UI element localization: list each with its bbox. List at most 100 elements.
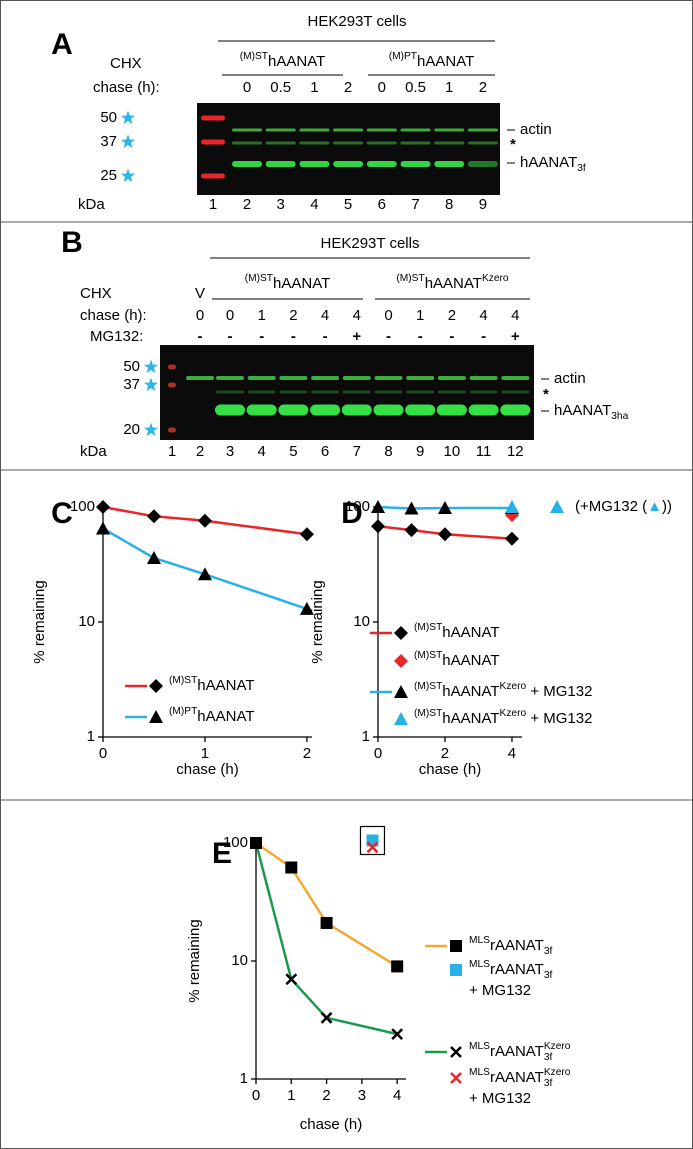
text-part: (+MG132 (: [575, 498, 647, 515]
legend-marker: [450, 1046, 462, 1058]
x-tick-label: 1: [287, 1087, 295, 1104]
band: [406, 390, 435, 394]
lane-label: 5: [289, 443, 297, 460]
panel-letter: A: [51, 28, 73, 61]
treatment-label: -: [386, 328, 391, 345]
band: [333, 128, 364, 132]
band: [434, 141, 465, 145]
annotation-icon: [550, 500, 564, 513]
band: [216, 390, 244, 394]
vector-label: V: [195, 285, 205, 302]
group-label: (M)SThAANATKzero: [396, 273, 508, 292]
band: [342, 376, 371, 380]
text-part: )): [662, 498, 672, 515]
legend-label: MLSrAANATKzero 3f + MG132: [469, 1067, 571, 1107]
text-part: hAANAT: [268, 53, 325, 70]
text-part: hAANAT: [442, 652, 499, 669]
text-part: (M)ST: [240, 51, 268, 62]
chase-label: 0: [243, 79, 251, 96]
band: [201, 115, 225, 121]
band: [373, 404, 404, 416]
point: [504, 500, 519, 513]
text-part: hAANAT: [442, 683, 499, 700]
band: [265, 161, 296, 167]
band: [168, 427, 176, 433]
y-tick-label: 1: [87, 728, 95, 745]
treatment-label: -: [418, 328, 423, 345]
band-label: actin: [554, 370, 586, 387]
x-axis-label: chase (h): [419, 761, 482, 778]
y-axis-label: % remaining: [186, 919, 203, 1002]
text-part: Kzero: [500, 708, 527, 719]
header: HEK293T cells: [321, 235, 420, 252]
lane-label: 2: [243, 196, 251, 213]
x-axis-label: chase (h): [300, 1116, 363, 1133]
band-label: *: [543, 386, 549, 403]
band: [246, 404, 277, 416]
text-part: rAANAT: [490, 1069, 544, 1086]
legend-marker: [149, 679, 163, 693]
band: [366, 141, 397, 145]
series-line: [102, 505, 308, 536]
header: HEK293T cells: [308, 13, 407, 30]
point: [299, 601, 314, 615]
lane-label: 9: [416, 443, 424, 460]
point: [285, 973, 298, 986]
point: [404, 501, 419, 515]
point: [371, 500, 385, 513]
y-axis-label: % remaining: [309, 580, 326, 663]
text-part: (M)ST: [414, 650, 442, 661]
blot: [197, 103, 500, 195]
x-tick-label: 2: [322, 1087, 330, 1104]
band: [366, 161, 397, 167]
band: [406, 376, 435, 380]
treatment-label: -: [291, 328, 296, 345]
x-tick-label: 4: [508, 745, 516, 762]
band: [299, 161, 330, 167]
text-part: hAANAT: [442, 624, 499, 641]
band: [467, 161, 498, 167]
highlight-box: [359, 825, 386, 856]
y-tick-label: 100: [223, 834, 248, 851]
marker-label: 50: [123, 358, 140, 375]
lane-label: 7: [353, 443, 361, 460]
marker-label: 25: [100, 167, 117, 184]
band: [500, 404, 531, 416]
band: [232, 141, 262, 145]
text-part: 3f: [544, 1078, 553, 1089]
x-tick-label: 2: [441, 745, 449, 762]
band: [434, 128, 465, 132]
point: [299, 527, 314, 542]
group-label: (M)SThAANAT: [240, 51, 326, 70]
text-part: MLS: [469, 959, 490, 970]
treatment-label: +: [352, 328, 361, 345]
band: [469, 376, 498, 380]
marker-star: [143, 377, 159, 392]
chase-label: 2: [479, 79, 487, 96]
band: [400, 128, 431, 132]
marker-star: [120, 134, 136, 149]
legend-label: (M)SThAANATKzero + MG132: [414, 681, 592, 700]
legend-marker: [450, 940, 462, 952]
lane-label: 6: [378, 196, 386, 213]
band: [374, 376, 403, 380]
point: [371, 519, 385, 534]
y-tick-label: 1: [240, 1070, 248, 1087]
lane-label: 3: [226, 443, 234, 460]
band: [400, 141, 431, 145]
text-part: rAANAT: [490, 961, 544, 978]
band: [186, 376, 214, 380]
band: [405, 404, 436, 416]
point: [197, 513, 212, 528]
point: [146, 509, 161, 524]
row-label: MG132:: [90, 328, 143, 345]
band: [333, 141, 364, 145]
text-part: Kzero: [500, 681, 527, 692]
chase-label: 4: [321, 307, 329, 324]
treatment-label: -: [198, 328, 203, 345]
band: [437, 376, 466, 380]
text-part: Kzero: [544, 1041, 571, 1052]
group-label: (M)SThAANAT: [245, 273, 331, 292]
row-label: chase (h):: [80, 307, 147, 324]
text-part: hAANAT: [520, 154, 577, 171]
